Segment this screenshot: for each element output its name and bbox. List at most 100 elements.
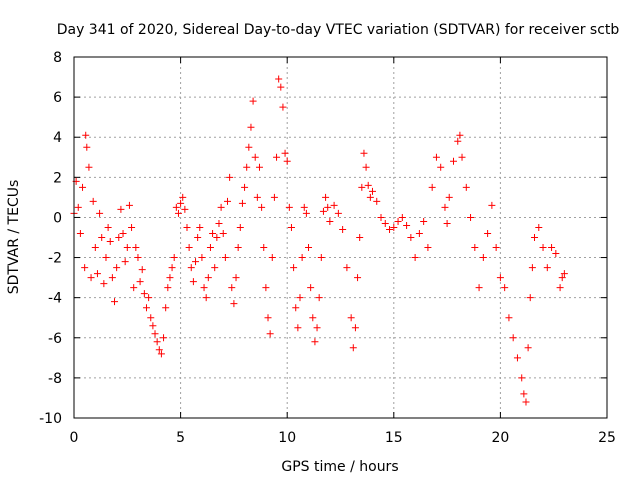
data-point (471, 244, 479, 252)
data-point (368, 187, 376, 195)
plot-frame (73, 56, 608, 419)
data-point (524, 344, 532, 352)
data-point (522, 398, 530, 406)
data-point (556, 284, 564, 292)
y-tick-label: -8 (48, 371, 62, 387)
data-point (324, 203, 332, 211)
data-point (330, 201, 338, 209)
data-point (292, 304, 300, 312)
data-point (200, 284, 208, 292)
data-point (258, 203, 266, 211)
data-point (415, 229, 423, 237)
data-point (281, 149, 289, 157)
data-point (93, 270, 101, 278)
data-point (192, 258, 200, 266)
data-point (121, 258, 129, 266)
data-point (437, 163, 445, 171)
data-point (343, 264, 351, 272)
data-point (354, 274, 362, 282)
data-point (560, 270, 568, 278)
data-point (247, 123, 255, 131)
data-point (531, 234, 539, 241)
data-point (155, 346, 163, 354)
data-point (317, 254, 325, 262)
data-point (232, 274, 240, 282)
data-point (520, 390, 528, 398)
y-tick-label: -10 (39, 411, 62, 427)
data-point (347, 314, 355, 322)
data-point (85, 163, 93, 171)
data-point (125, 201, 133, 209)
data-point (157, 350, 165, 358)
data-point (245, 143, 253, 151)
data-point (251, 153, 259, 161)
data-point (189, 278, 197, 286)
data-point (349, 344, 357, 352)
x-axis-label: GPS time / hours (281, 459, 398, 475)
data-point (211, 264, 219, 272)
data-point (366, 193, 374, 201)
data-point (174, 209, 182, 217)
data-point (89, 197, 97, 205)
data-point (115, 234, 123, 241)
data-point (548, 244, 556, 252)
data-point (441, 203, 449, 211)
data-point (552, 250, 560, 258)
grid-layer (74, 57, 607, 418)
data-point (285, 203, 293, 211)
data-point (428, 183, 436, 191)
data-point (381, 219, 389, 227)
data-point (403, 221, 411, 229)
x-tick-label: 20 (491, 430, 509, 446)
data-point (362, 163, 370, 171)
data-point (238, 199, 246, 207)
data-marks (70, 75, 568, 406)
data-point (356, 234, 364, 241)
data-point (236, 223, 244, 231)
data-point (298, 254, 306, 262)
data-point (407, 234, 415, 241)
data-point (128, 223, 136, 231)
data-point (234, 244, 242, 252)
data-point (535, 223, 543, 231)
data-point (206, 244, 214, 252)
data-point (196, 223, 204, 231)
data-point (449, 157, 457, 165)
data-point (145, 294, 153, 302)
y-tick-label: -4 (48, 291, 62, 307)
data-point (339, 225, 347, 233)
data-point (130, 284, 138, 292)
data-point (123, 244, 131, 252)
data-point (513, 354, 521, 362)
data-point (334, 209, 342, 217)
x-tick-label: 5 (176, 430, 185, 446)
data-point (458, 153, 466, 161)
data-point (364, 181, 372, 189)
data-point (132, 244, 140, 252)
data-point (213, 234, 221, 241)
data-point (164, 284, 172, 292)
y-tick-label: 6 (53, 90, 62, 106)
x-tick-label: 15 (385, 430, 403, 446)
data-point (183, 223, 191, 231)
data-point (104, 223, 112, 231)
data-point (307, 284, 315, 292)
data-point (394, 217, 402, 225)
data-point (475, 284, 483, 292)
data-point (287, 223, 295, 231)
data-point (268, 254, 276, 262)
data-point (198, 254, 206, 262)
y-tick-label: 0 (53, 210, 62, 226)
data-point (185, 244, 193, 252)
data-point (228, 284, 236, 292)
data-point (117, 205, 125, 213)
data-point (462, 183, 470, 191)
data-point (319, 207, 327, 215)
data-point (168, 264, 176, 272)
data-point (209, 229, 217, 237)
y-tick-label: 4 (53, 130, 62, 146)
data-point (74, 203, 82, 211)
data-point (386, 225, 394, 233)
data-point (136, 278, 144, 286)
data-point (526, 294, 534, 302)
